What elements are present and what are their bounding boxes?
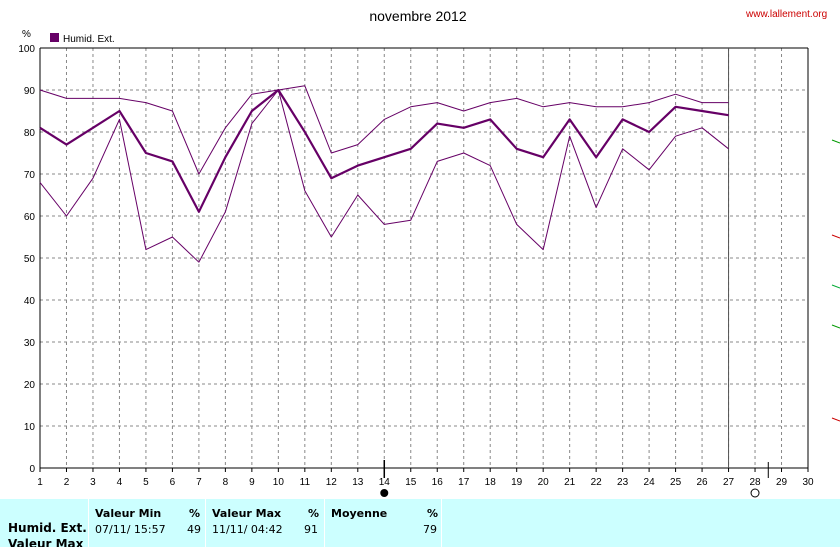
y-tick-label: 90 (24, 86, 36, 97)
min-unit: % (189, 507, 201, 520)
x-tick-label: 26 (697, 477, 709, 488)
y-tick-label: 100 (18, 44, 35, 55)
y-tick-label: 30 (24, 338, 36, 349)
y-tick-label: 40 (24, 296, 36, 307)
quarter-moon-icon (750, 488, 760, 498)
stats-label-column: Humid. Ext. Valeur Max (0, 499, 88, 547)
x-tick-label: 3 (90, 477, 96, 488)
x-tick-label: 16 (432, 477, 444, 488)
x-tick-label: 24 (644, 477, 656, 488)
series-mean-line (39, 88, 729, 213)
y-tick-label: 60 (24, 212, 36, 223)
grid (39, 47, 809, 469)
max-value: 91 (304, 523, 318, 536)
x-tick-label: 25 (670, 477, 682, 488)
chart-area: novembre 2012 www.lallement.org % Humid.… (18, 8, 840, 498)
legend-label: Humid. Ext. (63, 34, 115, 45)
series-lines (39, 85, 729, 263)
edge-mark (831, 234, 840, 239)
avg-header: Moyenne (331, 507, 388, 520)
series-max-line (39, 85, 729, 175)
edge-mark (831, 139, 840, 144)
x-tick-label: 21 (564, 477, 576, 488)
stats-row-label: Humid. Ext. (8, 521, 87, 535)
avg-value: 79 (423, 523, 437, 536)
y-tick-label: 70 (24, 170, 36, 181)
edge-mark (831, 324, 840, 329)
x-tick-label: 19 (511, 477, 523, 488)
min-date: 07/11/ 15:57 (95, 523, 166, 536)
x-tick-label: 30 (802, 477, 814, 488)
x-tick-label: 17 (458, 477, 470, 488)
min-value: 49 (187, 523, 201, 536)
stats-avg-column: Moyenne % 79 (324, 499, 441, 547)
stats-panel: Humid. Ext. Valeur Max Valeur Min % 07/1… (0, 499, 840, 547)
x-tick-label: 20 (538, 477, 550, 488)
x-tick-label: 5 (143, 477, 149, 488)
x-tick-label: 6 (170, 477, 176, 488)
x-tick-label: 13 (352, 477, 364, 488)
series-min-line (39, 89, 729, 263)
x-tick-label: 4 (117, 477, 123, 488)
y-tick-label: 0 (29, 464, 35, 475)
x-tick-label: 14 (379, 477, 391, 488)
x-tick-label: 12 (326, 477, 338, 488)
x-tick-label: 10 (273, 477, 285, 488)
stats-empty-column (441, 499, 832, 547)
edge-mark (831, 284, 840, 289)
chart-title: novembre 2012 (369, 8, 467, 24)
min-header: Valeur Min (95, 507, 162, 520)
max-date: 11/11/ 04:42 (212, 523, 283, 536)
x-tick-label: 7 (196, 477, 202, 488)
stats-min-column: Valeur Min % 07/11/ 15:57 49 (88, 499, 205, 547)
edge-mark (831, 417, 840, 422)
x-tick-label: 18 (485, 477, 497, 488)
x-tick-label: 8 (223, 477, 229, 488)
legend-swatch (50, 33, 59, 42)
watermark: www.lallement.org (745, 9, 827, 20)
x-tick-label: 11 (300, 477, 311, 488)
x-tick-label: 2 (64, 477, 70, 488)
x-tick-label: 23 (617, 477, 629, 488)
stats-max-column: Valeur Max % 11/11/ 04:42 91 (205, 499, 324, 547)
y-axis-unit: % (22, 29, 31, 40)
x-tick-label: 1 (37, 477, 43, 488)
x-tick-label: 15 (405, 477, 417, 488)
x-tick-label: 27 (723, 477, 735, 488)
new-moon-icon (380, 489, 389, 497)
x-tick-label: 9 (249, 477, 255, 488)
y-tick-label: 50 (24, 254, 36, 265)
x-tick-label: 28 (749, 477, 761, 488)
y-tick-label: 10 (24, 422, 36, 433)
stats-row-label-2: Valeur Max (8, 537, 84, 547)
axes (39, 47, 809, 472)
max-header: Valeur Max (212, 507, 282, 520)
y-tick-label: 80 (24, 128, 36, 139)
x-tick-label: 22 (591, 477, 603, 488)
max-unit: % (308, 507, 320, 520)
avg-unit: % (427, 507, 439, 520)
y-tick-label: 20 (24, 380, 36, 391)
right-edge-marks (380, 139, 840, 498)
x-tick-label: 29 (776, 477, 788, 488)
